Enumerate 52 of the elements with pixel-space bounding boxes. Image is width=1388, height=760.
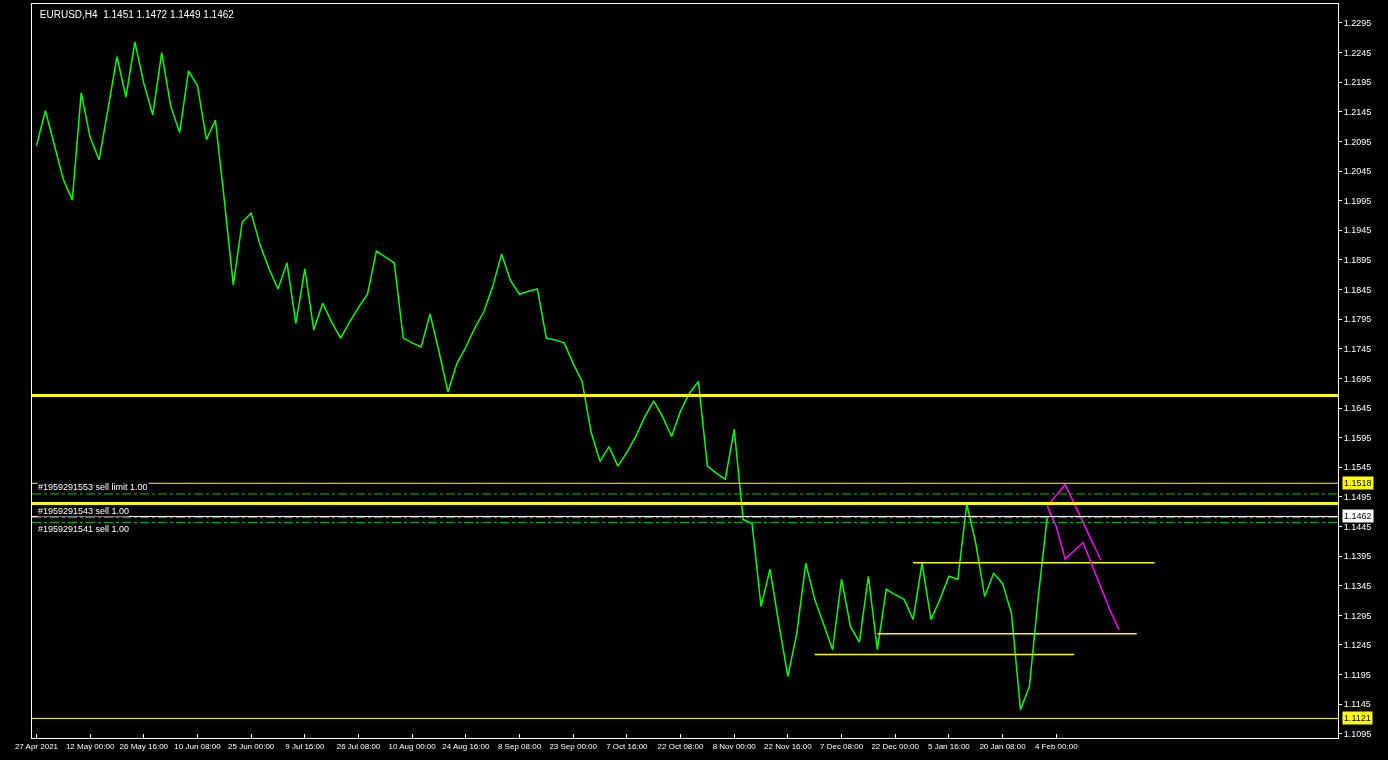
x-tick-label: 22 Oct 08:00 (657, 741, 704, 751)
x-tick-label: 27 Apr 2021 (14, 741, 59, 751)
y-tick-label: 1.1695 (1343, 373, 1372, 384)
y-tick-label: 1.1845 (1343, 284, 1372, 295)
y-tick-label: 1.1595 (1343, 432, 1372, 443)
x-tick-label: 7 Dec 08:00 (819, 741, 864, 751)
ref-line-label: 1.1518 (1344, 478, 1372, 488)
y-tick-label: 1.2095 (1343, 136, 1372, 147)
x-tick-label: 9 Jul 16:00 (285, 741, 325, 751)
x-tick-label: 26 May 16:00 (119, 741, 169, 751)
y-tick-label: 1.2245 (1343, 47, 1372, 58)
ref-line-label: 1.1121 (1344, 713, 1371, 723)
y-tick-label: 1.1445 (1343, 521, 1372, 532)
x-tick-label: 20 Jan 08:00 (979, 741, 1027, 751)
x-tick-label: 5 Jan 16:00 (927, 741, 971, 751)
x-tick-label: 26 Jul 08:00 (336, 741, 381, 751)
x-tick-label: 12 May 00:00 (65, 741, 115, 751)
x-tick-label: 4 Feb 00:00 (1034, 741, 1079, 751)
x-tick-label: 8 Sep 08:00 (497, 741, 542, 751)
x-tick-label: 7 Oct 16:00 (606, 741, 649, 751)
y-tick-label: 1.1145 (1343, 699, 1371, 710)
x-tick-label: 22 Nov 16:00 (764, 741, 813, 751)
y-tick-label: 1.1345 (1343, 580, 1372, 591)
x-tick-label: 22 Dec 00:00 (871, 741, 920, 751)
y-tick-label: 1.1545 (1343, 462, 1372, 473)
x-tick-label: 24 Aug 16:00 (442, 741, 490, 751)
y-tick-label: 1.1245 (1343, 640, 1372, 651)
y-tick-label: 1.1895 (1343, 255, 1372, 266)
y-tick-label: 1.1395 (1343, 551, 1372, 562)
ref-line-label: #1959291541 sell 1.00 (38, 524, 130, 534)
y-tick-label: 1.2195 (1343, 77, 1372, 88)
y-tick-label: 1.2295 (1343, 18, 1372, 29)
y-tick-label: 1.2145 (1343, 106, 1372, 117)
y-tick-label: 1.1195 (1343, 669, 1371, 680)
ref-line-label: #1959291543 sell 1.00 (38, 506, 130, 516)
x-tick-label: 8 Nov 00:00 (712, 741, 757, 751)
x-tick-label: 10 Aug 00:00 (388, 741, 437, 751)
y-tick-label: 1.1995 (1343, 195, 1372, 206)
text: EURUSD,H4 1.1451 1.1472 1.1449 1.1462 (39, 8, 235, 20)
ref-line-label: #1959291553 sell limit 1.00 (38, 482, 148, 492)
x-tick-label: 10 Jun 08:00 (174, 741, 222, 751)
y-tick-label: 1.1645 (1343, 403, 1372, 414)
y-tick-label: 1.1945 (1343, 225, 1372, 236)
y-tick-label: 1.1745 (1343, 343, 1372, 354)
y-tick-label: 1.1495 (1343, 492, 1372, 503)
ref-line-label: 1.1462 (1344, 511, 1372, 521)
y-tick-label: 1.2045 (1343, 166, 1372, 177)
y-tick-label: 1.1095 (1343, 729, 1372, 739)
y-tick-label: 1.1795 (1343, 314, 1372, 325)
y-tick-label: 1.1295 (1343, 610, 1372, 621)
x-tick-label: 23 Sep 00:00 (549, 741, 598, 751)
x-tick-label: 25 Jun 00:00 (228, 741, 275, 751)
